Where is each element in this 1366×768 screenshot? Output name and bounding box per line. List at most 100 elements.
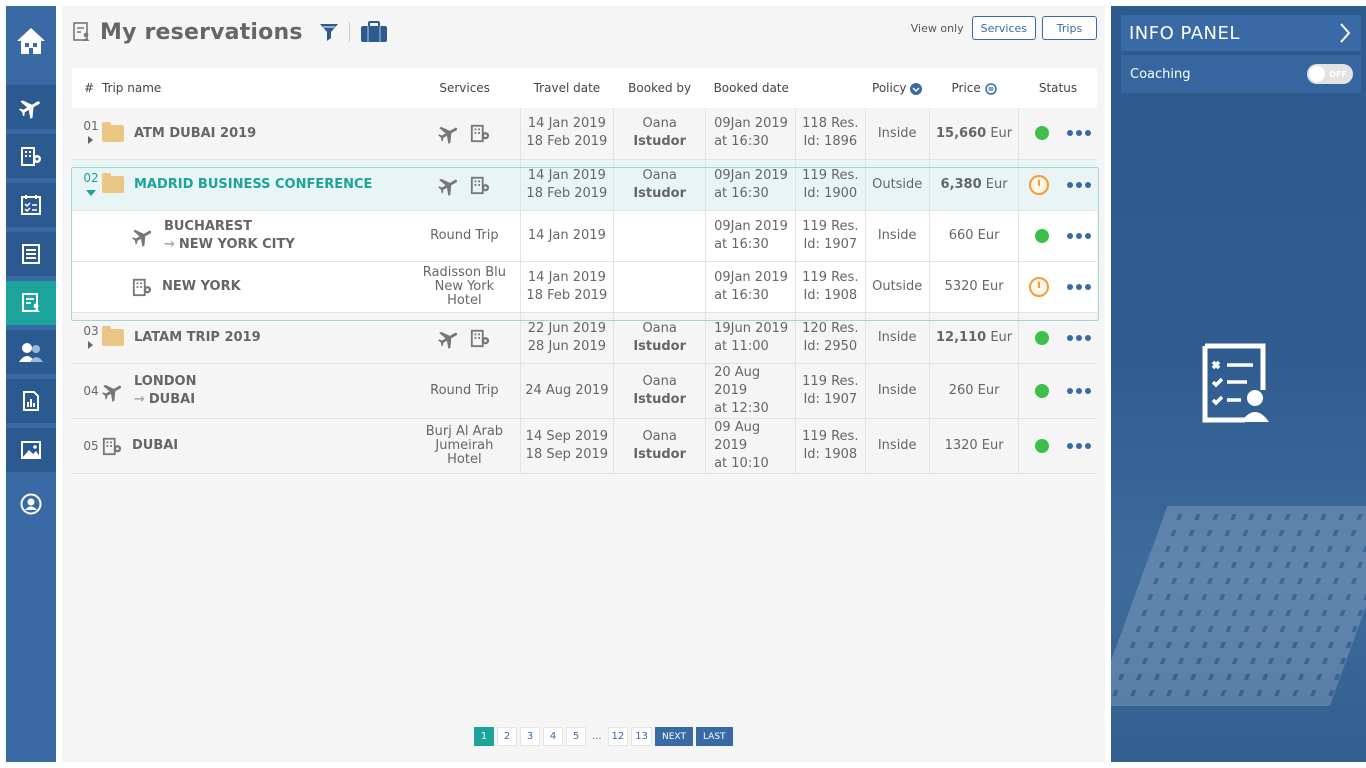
price-currency: Eur — [990, 125, 1013, 141]
price-currency: Eur — [990, 330, 1013, 345]
trip-name[interactable]: DUBAI — [131, 438, 179, 453]
chevron-right-icon[interactable] — [1339, 22, 1351, 44]
policy-value: Inside — [864, 312, 930, 364]
booked-time: at 11:00 — [714, 338, 769, 354]
hotel-icon — [132, 278, 152, 296]
route-destination[interactable]: NEW YORK CITY — [178, 236, 295, 252]
col-services[interactable]: Services — [409, 68, 521, 108]
page-button[interactable]: 13 — [631, 727, 653, 746]
more-options-button[interactable] — [1067, 232, 1091, 239]
route-origin[interactable]: LONDON — [133, 373, 197, 389]
route-destination[interactable]: DUBAI — [148, 391, 196, 407]
more-options-button[interactable] — [1067, 283, 1091, 290]
sidebar-item-reservations[interactable] — [6, 281, 56, 327]
more-options-button[interactable] — [1067, 130, 1091, 137]
services-button[interactable]: Services — [971, 16, 1036, 40]
booked-date: 09Jan 2019 — [714, 269, 788, 285]
collapse-caret-icon[interactable] — [85, 189, 96, 196]
booked-time: at 16:30 — [714, 236, 769, 252]
col-policy[interactable]: Policy — [865, 68, 930, 108]
sidebar-item-reports[interactable] — [6, 379, 56, 425]
hotel-name-line1: Burj Al Arab — [425, 423, 504, 439]
status-ok-icon — [1035, 330, 1049, 345]
page-button[interactable]: 3 — [520, 727, 540, 746]
booked-time: at 16:30 — [714, 134, 769, 150]
travel-date-start: 14 Jan 2019 — [519, 210, 614, 262]
booked-by-last: Istudor — [633, 185, 687, 201]
travel-date-start: 14 Jan 2019 — [527, 116, 606, 132]
booked-time: at 12:30 — [714, 400, 769, 416]
col-trip-name[interactable]: Trip name — [101, 68, 410, 108]
trips-button[interactable]: Trips — [1042, 16, 1097, 40]
folder-icon — [101, 173, 124, 193]
more-options-button[interactable] — [1067, 442, 1091, 449]
users-icon — [19, 343, 43, 362]
page-button[interactable]: 4 — [543, 727, 563, 746]
reservation-icon — [22, 293, 40, 312]
policy-value: Inside — [864, 418, 930, 474]
sidebar-item-hotels[interactable] — [6, 134, 56, 180]
chevron-down-icon[interactable] — [910, 82, 923, 95]
price-value: 12,110 — [936, 330, 987, 345]
table-row[interactable]: 01 ATM DUBAI 2019 14 Jan 2019 18 Feb 2019… — [72, 108, 1097, 160]
col-booked-date[interactable]: Booked date — [705, 68, 796, 108]
trip-name[interactable]: NEW YORK — [161, 279, 241, 294]
table-row[interactable]: 04 LONDON → DUBAI Round Trip 24 Aug 2019 O… — [72, 363, 1097, 419]
res-id: Id: 1908 — [803, 446, 858, 462]
more-options-button[interactable] — [1067, 181, 1091, 188]
hotel-name-line1: Radisson Blu — [422, 264, 506, 280]
sidebar-item-profile[interactable] — [6, 480, 56, 528]
page-button[interactable]: 2 — [497, 727, 517, 746]
expand-caret-icon[interactable] — [88, 340, 94, 349]
more-options-button[interactable] — [1067, 387, 1091, 394]
res-id: Id: 1896 — [803, 134, 858, 150]
booked-time: at 10:10 — [714, 455, 769, 471]
booked-time: at 16:30 — [714, 185, 769, 201]
next-page-button[interactable]: NEXT — [655, 727, 693, 746]
hotel-icon — [471, 125, 490, 143]
col-status[interactable]: Status — [1018, 68, 1097, 108]
row-number: 03 — [83, 323, 99, 338]
sidebar-item-documents[interactable] — [6, 232, 56, 278]
sidebar-item-travelers[interactable] — [6, 330, 56, 376]
coaching-toggle[interactable]: OFF — [1307, 64, 1353, 84]
booked-date: 09Jan 2019 — [714, 116, 788, 132]
sort-icon[interactable] — [984, 82, 997, 95]
trips-view-button[interactable] — [360, 21, 388, 43]
sidebar-item-calendar[interactable] — [6, 183, 56, 229]
table-subrow[interactable]: NEW YORK Radisson Blu New York Hotel 14 Ja… — [72, 261, 1097, 313]
booked-date: 09Jan 2019 — [714, 167, 788, 183]
table-row[interactable]: 05 DUBAI Burj Al Arab Jumeirah Hotel 14 Se… — [72, 418, 1097, 474]
route-origin[interactable]: BUCHAREST — [163, 218, 253, 234]
sidebar-item-flights[interactable] — [6, 85, 56, 131]
table-row-expanded[interactable]: 02 MADRID BUSINESS CONFERENCE 14 Jan 201… — [72, 159, 1097, 211]
trip-name[interactable]: ATM DUBAI 2019 — [133, 125, 257, 141]
last-page-button[interactable]: LAST — [695, 727, 733, 746]
res-count: 119 Res. — [802, 373, 859, 389]
sidebar-item-gallery[interactable] — [6, 428, 56, 474]
sidebar-item-home[interactable] — [6, 6, 56, 78]
filter-button[interactable] — [319, 22, 339, 42]
res-count: 119 Res. — [802, 269, 859, 285]
col-price[interactable]: Price — [929, 68, 1019, 108]
page-button[interactable]: 1 — [474, 727, 494, 746]
col-booked-by[interactable]: Booked by — [613, 68, 706, 108]
table-row[interactable]: 03 LATAM TRIP 2019 22 Jun 2019 28 Jun 201… — [72, 312, 1097, 364]
page-button[interactable]: 12 — [607, 727, 629, 746]
trip-name[interactable]: LATAM TRIP 2019 — [133, 330, 261, 345]
page-button[interactable]: 5 — [566, 727, 586, 746]
col-travel-date[interactable]: Travel date — [520, 68, 614, 108]
info-panel-header[interactable]: INFO PANEL — [1121, 15, 1361, 51]
table-subrow[interactable]: BUCHAREST → NEW YORK CITY Round Trip 14 Ja… — [72, 210, 1097, 262]
timer-icon — [1029, 276, 1049, 297]
booked-date: 19Jun 2019 — [714, 320, 789, 336]
travel-date-start: 22 Jun 2019 — [527, 320, 606, 336]
more-options-button[interactable] — [1067, 334, 1091, 341]
hotel-icon — [102, 437, 122, 455]
trip-name[interactable]: MADRID BUSINESS CONFERENCE — [133, 177, 373, 192]
plane-icon — [102, 384, 122, 402]
page-header: My reservations — [72, 12, 388, 52]
price-value: 260 Eur — [928, 363, 1019, 419]
row-number: 05 — [72, 418, 102, 474]
expand-caret-icon[interactable] — [88, 136, 94, 145]
